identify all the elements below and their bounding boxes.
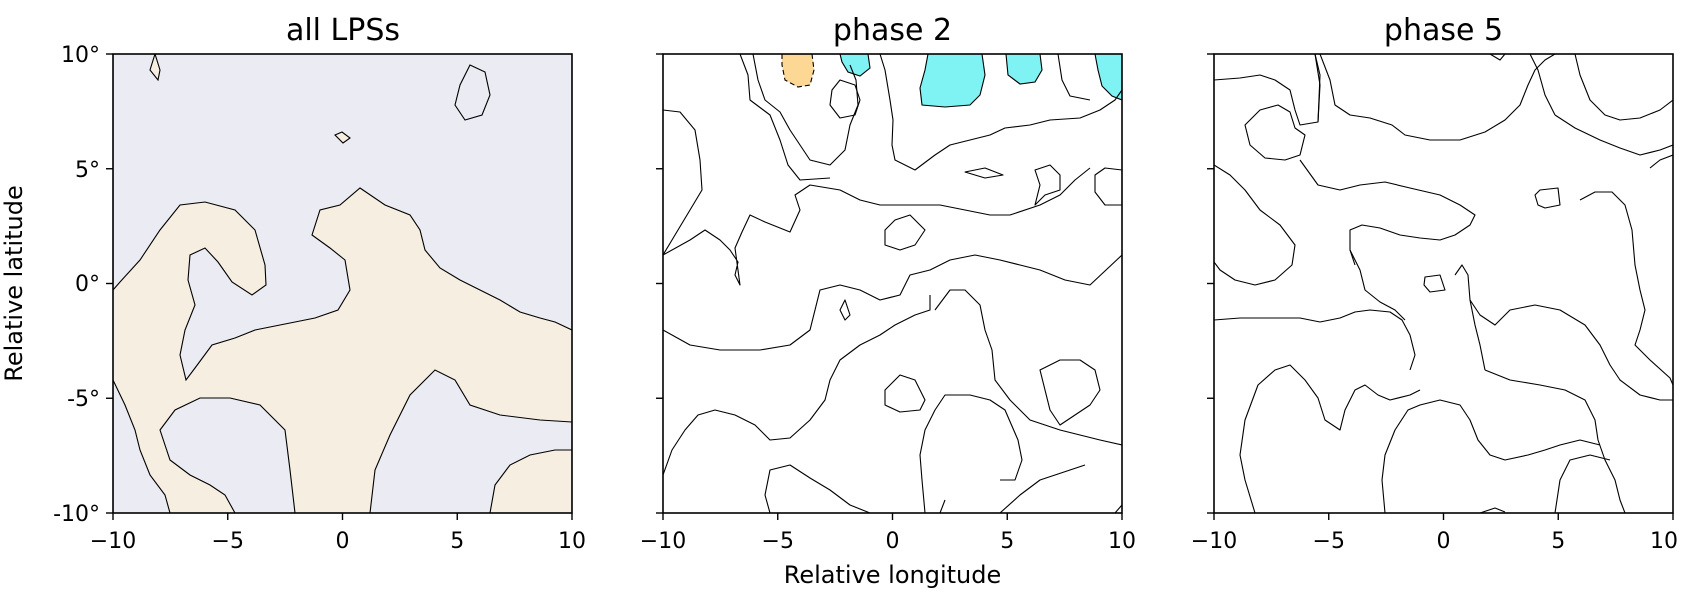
x-tick-label: −5 <box>212 529 244 554</box>
x-tick-label: 0 <box>336 529 350 554</box>
negative-anomaly <box>839 54 871 77</box>
x-axis: −10 −5 0 5 10 <box>90 513 586 554</box>
x-axis: −10 −5 0 5 10 <box>640 513 1136 554</box>
panel-title: phase 2 <box>833 13 952 48</box>
x-tick-label: 5 <box>1551 529 1565 554</box>
x-tick-label: 0 <box>886 529 900 554</box>
y-axis: 10° 5° 0° -5° -10° <box>53 43 113 527</box>
y-tick-label: 10° <box>61 43 100 68</box>
x-tick-label: −10 <box>640 529 686 554</box>
contour-field <box>663 54 1122 513</box>
x-tick-label: −5 <box>762 529 794 554</box>
negative-anomaly <box>1094 54 1122 101</box>
negative-anomaly <box>919 54 986 108</box>
panel-title: all LPSs <box>286 13 400 48</box>
panel-all-lpss: all LPSs 10° 5° 0° -5° -10° <box>0 13 586 554</box>
x-tick-label: 0 <box>1437 529 1451 554</box>
negative-region <box>454 64 491 121</box>
x-tick-label: −5 <box>1313 529 1345 554</box>
x-tick-label: 10 <box>1650 529 1678 554</box>
x-tick-label: 5 <box>450 529 464 554</box>
negative-region <box>159 397 296 513</box>
y-axis <box>656 53 663 514</box>
positive-region <box>149 54 161 82</box>
panel-phase-5: phase 5 <box>1191 13 1678 554</box>
y-tick-label: 5° <box>75 158 100 183</box>
y-tick-label: -5° <box>67 387 100 412</box>
x-axis: −10 −5 0 5 10 <box>1191 513 1678 554</box>
contour-field <box>1214 54 1673 513</box>
positive-region <box>489 449 572 513</box>
x-tick-label: −10 <box>90 529 136 554</box>
x-tick-label: 10 <box>558 529 586 554</box>
contour-field <box>113 54 572 513</box>
y-tick-label: 0° <box>75 272 100 297</box>
x-axis-label: Relative longitude <box>784 561 1002 589</box>
x-tick-label: 10 <box>1108 529 1136 554</box>
x-tick-label: −10 <box>1191 529 1237 554</box>
negative-region <box>113 379 171 513</box>
positive-region <box>334 131 351 144</box>
negative-region <box>113 54 572 382</box>
background <box>1214 54 1673 513</box>
panel-phase-2: phase 2 <box>640 13 1136 589</box>
y-axis-label: Relative latitude <box>0 185 28 382</box>
y-axis <box>1207 53 1214 514</box>
negative-anomaly <box>1005 54 1043 85</box>
y-tick-label: -10° <box>53 502 100 527</box>
panel-title: phase 5 <box>1384 13 1503 48</box>
x-tick-label: 5 <box>1000 529 1014 554</box>
positive-anomaly <box>782 54 814 87</box>
